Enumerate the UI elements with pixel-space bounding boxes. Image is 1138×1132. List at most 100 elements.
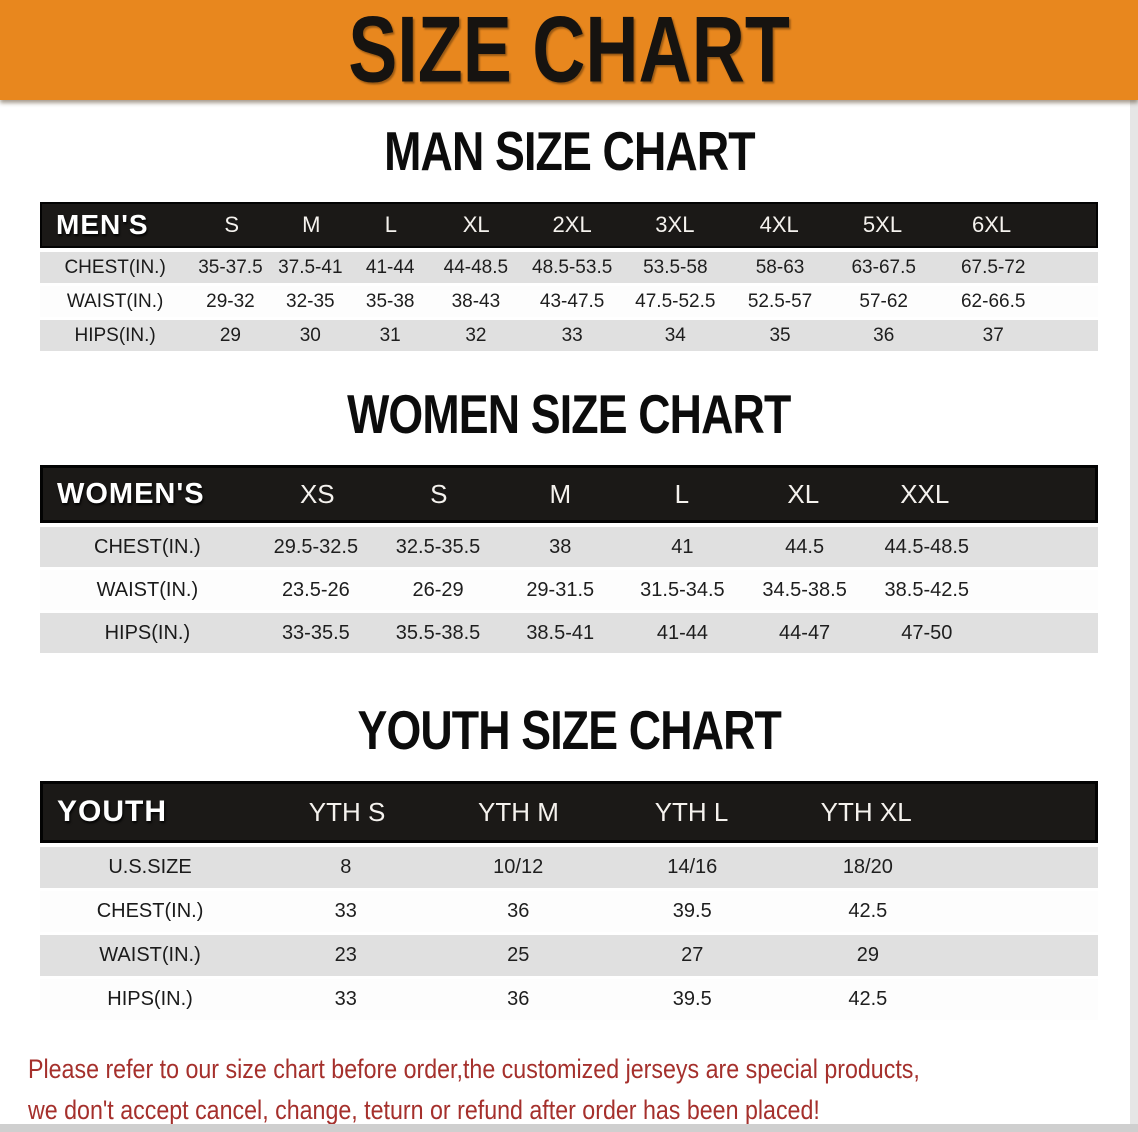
size-column-header: XXL	[900, 478, 950, 509]
table-row: HIPS(IN.) 33 36 39.5 42.5	[40, 979, 1098, 1020]
size-column-header: XL	[787, 478, 820, 509]
youth-header-label: YOUTH	[57, 795, 167, 828]
size-value-cell: 29.5-32.5	[273, 535, 359, 558]
row-label: CHEST(IN.)	[64, 256, 166, 278]
row-label: HIPS(IN.)	[104, 621, 191, 644]
section-title-text: WOMEN SIZE CHART	[347, 384, 791, 446]
size-value-cell: 48.5-53.5	[532, 256, 613, 278]
section-title-youth: YOUTH SIZE CHART	[40, 700, 1098, 762]
size-value-cell: 23	[334, 944, 357, 966]
size-value-cell: 44-47	[779, 621, 831, 644]
row-label: WAIST(IN.)	[99, 944, 201, 966]
table-row: HIPS(IN.) 29 30 31 32 33 34 35 36 37	[40, 320, 1098, 351]
table-row: WAIST(IN.) 23.5-26 26-29 29-31.5 31.5-34.5 34…	[40, 570, 1098, 610]
size-value-cell: 36	[507, 988, 530, 1010]
size-value-cell: 8	[340, 856, 352, 878]
size-column-header: XL	[462, 212, 490, 237]
table-row: CHEST(IN.) 29.5-32.5 32.5-35.5 38 41 44.5 44.5…	[40, 527, 1098, 567]
men-header-row: MEN'S S M L XL 2XL 3XL 4XL 5XL 6XL	[40, 202, 1098, 248]
row-label: HIPS(IN.)	[107, 988, 193, 1010]
youth-size-table: YOUTH YTH S YTH M YTH L YTH XL U.S.SIZE 8 10/12…	[40, 781, 1098, 1020]
size-value-cell: 33-35.5	[281, 621, 350, 644]
size-value-cell: 27	[681, 944, 704, 966]
size-value-cell: 67.5-72	[960, 256, 1026, 278]
size-value-cell: 36	[873, 324, 895, 346]
size-value-cell: 29-31.5	[526, 578, 595, 601]
size-column-header: M	[549, 478, 572, 509]
size-value-cell: 44-48.5	[443, 256, 509, 278]
size-value-cell: 52.5-57	[747, 290, 813, 312]
size-value-cell: 47-50	[901, 621, 953, 644]
size-value-cell: 32-35	[286, 290, 335, 312]
table-row: WAIST(IN.) 29-32 32-35 35-38 38-43 43-47.5 47.…	[40, 286, 1098, 317]
right-edge-shadow	[1130, 100, 1138, 1132]
notice-line-1: Please refer to our size chart before or…	[28, 1054, 920, 1084]
size-value-cell: 63-67.5	[851, 256, 916, 278]
size-column-header: M	[302, 212, 321, 237]
size-value-cell: 33	[561, 324, 583, 346]
notice-line-2: we don't accept cancel, change, teturn o…	[28, 1094, 820, 1125]
size-value-cell: 36	[507, 900, 530, 922]
size-value-cell: 41-44	[365, 256, 415, 278]
charts-container: MAN SIZE CHART MEN'S S M L XL 2XL 3XL 4XL 5XL 6XL C…	[0, 125, 1138, 1020]
size-value-cell: 10/12	[493, 856, 544, 878]
size-column-header: XS	[299, 478, 335, 509]
size-value-cell: 37	[982, 324, 1004, 346]
size-value-cell: 43-47.5	[539, 290, 605, 312]
table-row: WAIST(IN.) 23 25 27 29	[40, 935, 1098, 976]
size-value-cell: 39.5	[672, 900, 712, 922]
size-value-cell: 37.5-41	[278, 256, 343, 278]
table-row: CHEST(IN.) 35-37.5 37.5-41 41-44 44-48.5 48.5…	[40, 252, 1098, 283]
row-label: CHEST(IN.)	[96, 900, 204, 922]
size-value-cell: 39.5	[672, 988, 712, 1010]
size-value-cell: 29	[856, 944, 879, 966]
size-value-cell: 38-43	[451, 290, 501, 312]
size-value-cell: 25	[507, 944, 530, 966]
size-value-cell: 42.5	[848, 988, 888, 1010]
size-value-cell: 53.5-58	[643, 256, 708, 278]
size-value-cell: 26-29	[412, 578, 464, 601]
table-row: CHEST(IN.) 33 36 39.5 42.5	[40, 891, 1098, 932]
size-value-cell: 33	[334, 900, 357, 922]
size-value-cell: 29-32	[206, 290, 255, 312]
size-column-header: S	[224, 212, 240, 237]
section-title-text: YOUTH SIZE CHART	[357, 700, 781, 762]
size-column-header: 5XL	[862, 212, 903, 237]
size-value-cell: 41-44	[656, 621, 708, 644]
size-value-cell: 34	[664, 324, 686, 346]
size-value-cell: 44.5-48.5	[884, 535, 970, 558]
size-value-cell: 42.5	[848, 900, 888, 922]
page-title: SIZE CHART	[348, 0, 790, 103]
row-label: WAIST(IN.)	[96, 578, 199, 601]
size-value-cell: 35.5-38.5	[395, 621, 481, 644]
table-row: HIPS(IN.) 33-35.5 35.5-38.5 38.5-41 41-44 44-…	[40, 613, 1098, 653]
size-value-cell: 38.5-42.5	[884, 578, 970, 601]
size-value-cell: 35-37.5	[198, 256, 263, 278]
section-title-men: MAN SIZE CHART	[40, 125, 1098, 180]
size-value-cell: 33	[334, 988, 357, 1010]
size-value-cell: 34.5-38.5	[762, 578, 847, 601]
row-label: CHEST(IN.)	[94, 535, 201, 558]
size-column-header: 3XL	[655, 212, 695, 237]
size-value-cell: 58-63	[755, 256, 805, 278]
men-size-table: MEN'S S M L XL 2XL 3XL 4XL 5XL 6XL CHEST(IN.) 35-37…	[40, 202, 1098, 351]
size-value-cell: 23.5-26	[281, 578, 350, 601]
section-title-women: WOMEN SIZE CHART	[40, 384, 1098, 446]
size-value-cell: 18/20	[842, 856, 893, 878]
footer-notice: Please refer to our size chart before or…	[0, 1023, 1138, 1130]
size-value-cell: 57-62	[859, 290, 909, 312]
size-value-cell: 47.5-52.5	[635, 290, 716, 312]
size-column-header: L	[674, 478, 690, 509]
women-header-row: WOMEN'S XS S M L XL XXL	[40, 465, 1098, 523]
youth-header-row: YOUTH YTH S YTH M YTH L YTH XL	[40, 781, 1098, 843]
size-column-header: 2XL	[552, 212, 592, 237]
size-value-cell: 29	[219, 324, 241, 346]
size-value-cell: 44.5	[785, 535, 825, 558]
size-value-cell: 35	[769, 324, 791, 346]
size-value-cell: 38.5-41	[526, 621, 595, 644]
men-header-label: MEN'S	[56, 209, 149, 240]
size-column-header: 4XL	[759, 212, 799, 237]
size-column-header: YTH L	[654, 796, 729, 827]
women-header-label: WOMEN'S	[57, 477, 205, 510]
size-column-header: YTH XL	[820, 796, 912, 827]
